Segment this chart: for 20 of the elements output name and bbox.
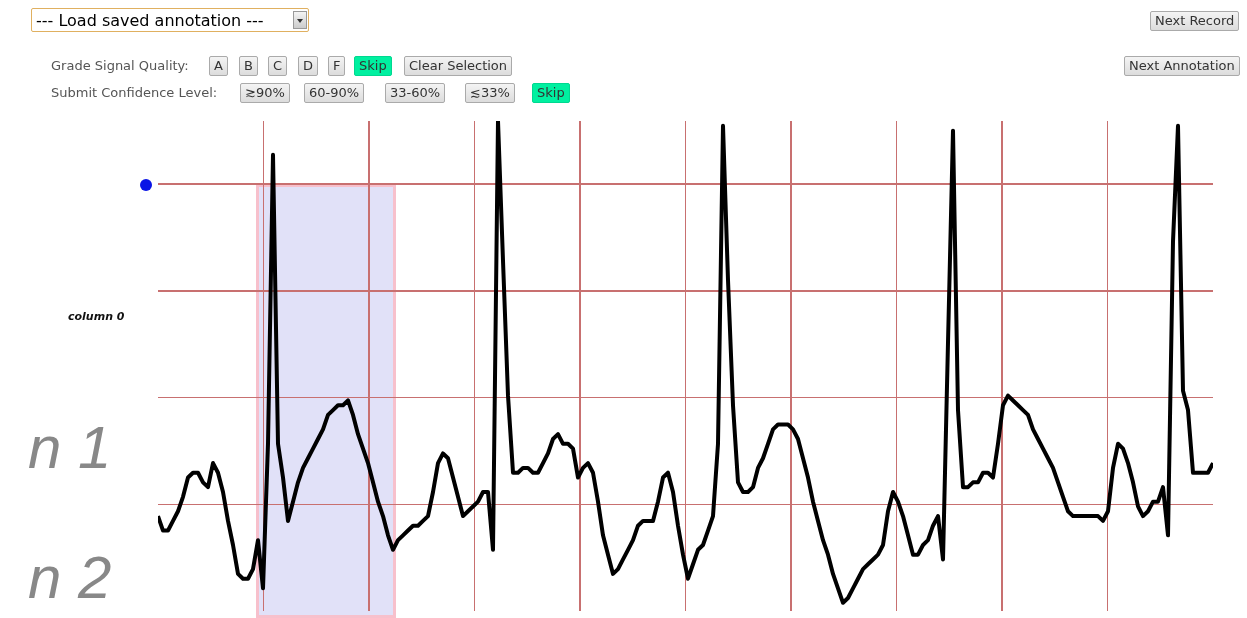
text: n 2 bbox=[28, 544, 112, 611]
text: B bbox=[239, 56, 258, 76]
text: n 1 bbox=[28, 414, 112, 481]
text: C bbox=[268, 56, 288, 76]
text: F bbox=[328, 56, 346, 76]
text: 33-60% bbox=[385, 83, 446, 103]
text: A bbox=[209, 56, 228, 76]
text: Skip bbox=[532, 83, 570, 103]
text: column 0 bbox=[68, 310, 125, 323]
text: Grade Signal Quality: bbox=[51, 57, 189, 75]
text: Submit Confidence Level: bbox=[51, 84, 218, 102]
text: Next Annotation bbox=[1124, 56, 1240, 76]
text: --- Load saved annotation --- bbox=[31, 8, 309, 32]
text: ≳90% bbox=[240, 83, 290, 103]
text: D bbox=[298, 56, 319, 76]
text: ≲33% bbox=[465, 83, 515, 103]
text: Next Record bbox=[1150, 11, 1240, 31]
text: Clear Selection bbox=[404, 56, 513, 76]
text: 60-90% bbox=[304, 83, 365, 103]
text: Skip bbox=[354, 56, 392, 76]
